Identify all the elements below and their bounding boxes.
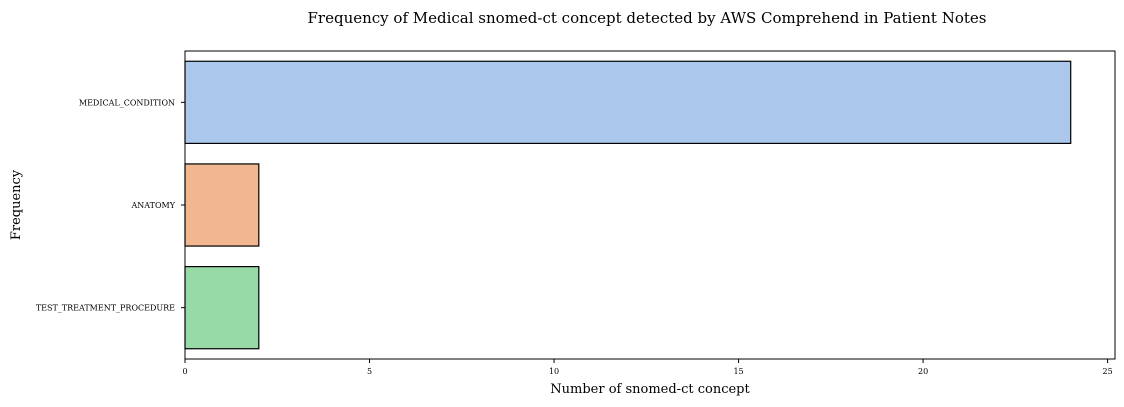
y-axis-ticks: MEDICAL_CONDITION ANATOMY TEST_TREATMENT_P… [36, 98, 185, 313]
x-axis-label: Number of snomed-ct concept [550, 382, 750, 397]
y-tick-label: ANATOMY [131, 201, 176, 210]
x-tick-label: 25 [1103, 367, 1113, 376]
y-tick-label: TEST_TREATMENT_PROCEDURE [36, 304, 175, 313]
chart-title: Frequency of Medical snomed-ct concept d… [308, 9, 987, 27]
x-tick-label: 10 [549, 367, 559, 376]
bar-medical-condition [184, 60, 1072, 144]
x-axis-ticks: 0 5 10 15 20 25 [182, 359, 1113, 376]
bar-test-treatment-procedure [184, 266, 260, 350]
x-tick-label: 15 [733, 367, 743, 376]
x-tick-label: 20 [918, 367, 928, 376]
bar-anatomy [184, 163, 260, 247]
x-tick-label: 5 [367, 367, 372, 376]
bars-layer [184, 60, 1072, 350]
y-axis-label: Frequency [9, 169, 24, 240]
x-tick-label: 0 [182, 367, 187, 376]
y-tick-label: MEDICAL_CONDITION [79, 98, 175, 107]
